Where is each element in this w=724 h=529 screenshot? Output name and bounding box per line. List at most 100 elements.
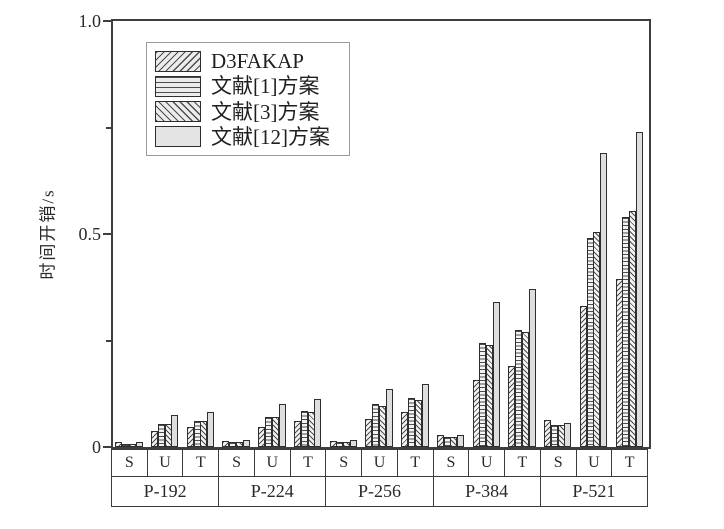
- y-tick-0.5: [103, 233, 112, 235]
- bar-P-521-T-series4: [635, 132, 643, 447]
- bar-P-224-T-series3: [307, 412, 315, 447]
- bar-P-256-U-series4: [385, 389, 393, 447]
- bar-P-256-U-series3: [379, 406, 386, 447]
- bar-P-192-T-series1: [186, 427, 194, 447]
- legend-item: 文献[12]方案: [155, 125, 341, 149]
- legend-item: 文献[1]方案: [155, 74, 341, 98]
- bar-P-521-S-series1: [544, 420, 552, 447]
- bar-P-256-S-series4: [350, 440, 358, 447]
- bar-P-256-T-series2: [407, 398, 415, 447]
- legend-label: D3FAKAP: [211, 49, 304, 73]
- bar-P-384-S-series2: [443, 437, 451, 447]
- bar-P-192-U-series2: [157, 424, 165, 447]
- group-cell-P-384: P-384: [432, 476, 541, 507]
- y-tick-0.75: [106, 127, 112, 129]
- bar-P-256-T-series3: [414, 400, 422, 447]
- subgroup-cell-U: U: [361, 449, 398, 477]
- bar-P-521-S-series3: [557, 425, 565, 447]
- bar-P-521-T-series2: [622, 217, 630, 447]
- legend-item: D3FAKAP: [155, 49, 341, 73]
- subgroup-cell-S: S: [218, 449, 255, 477]
- subgroup-cell-S: S: [325, 449, 363, 477]
- bar-P-224-T-series2: [300, 411, 308, 447]
- bar-P-256-T-series4: [421, 384, 429, 447]
- bar-P-521-T-series1: [615, 279, 623, 447]
- group-cell-P-224: P-224: [218, 476, 327, 507]
- y-tick-0.25: [106, 340, 112, 342]
- subgroup-cell-T: T: [504, 449, 541, 477]
- bar-P-224-S-series2: [229, 442, 237, 447]
- bar-P-384-T-series4: [528, 289, 536, 447]
- bar-P-224-U-series1: [258, 427, 266, 447]
- bar-P-224-S-series3: [236, 442, 244, 447]
- bar-P-521-S-series4: [564, 423, 572, 447]
- bar-P-521-U-series4: [600, 153, 608, 447]
- bar-P-192-T-series4: [207, 412, 215, 447]
- bar-P-256-S-series1: [329, 441, 337, 447]
- bar-P-256-S-series2: [336, 442, 344, 447]
- bar-P-384-T-series1: [508, 366, 516, 447]
- group-cell-P-256: P-256: [325, 476, 434, 507]
- legend-label: 文献[3]方案: [211, 99, 320, 124]
- bar-P-192-S-series3: [128, 444, 136, 447]
- y-tick-label-0: 0: [92, 437, 101, 457]
- bar-P-192-T-series3: [200, 421, 208, 447]
- subgroup-cell-T: T: [611, 449, 648, 477]
- bar-P-521-T-series3: [629, 211, 637, 447]
- bar-P-224-T-series1: [293, 421, 301, 447]
- subgroup-cell-U: U: [575, 449, 613, 477]
- legend-label: 文献[12]方案: [211, 124, 330, 149]
- bar-P-521-U-series2: [586, 238, 594, 447]
- bar-P-521-U-series1: [579, 306, 587, 447]
- bar-P-192-U-series4: [171, 415, 179, 447]
- subgroup-cell-U: U: [468, 449, 506, 477]
- bar-P-384-S-series3: [450, 437, 458, 447]
- bar-P-224-U-series3: [271, 417, 279, 447]
- y-tick-label-0.5: 0.5: [78, 224, 102, 244]
- bar-P-224-S-series4: [242, 440, 250, 447]
- legend-swatch-horizontal-lines-icon: [155, 75, 201, 97]
- y-tick-1.0: [103, 20, 112, 22]
- bar-P-384-U-series3: [486, 345, 494, 447]
- bar-P-224-U-series4: [278, 404, 286, 447]
- legend-swatch-solid-gray-icon: [155, 126, 201, 148]
- y-tick-0: [103, 446, 112, 448]
- legend-swatch-diagonal-up-icon: [155, 50, 201, 72]
- bar-P-384-T-series3: [521, 332, 529, 447]
- bar-P-256-U-series1: [365, 419, 373, 447]
- subgroup-cell-U: U: [253, 449, 291, 477]
- subgroup-cell-S: S: [432, 449, 470, 477]
- bar-P-224-U-series2: [265, 417, 272, 447]
- bar-P-224-S-series1: [222, 441, 230, 447]
- bar-P-384-S-series4: [457, 435, 465, 447]
- bar-P-256-S-series3: [343, 442, 351, 447]
- group-cell-P-521: P-521: [539, 476, 648, 507]
- bar-P-384-S-series1: [436, 435, 444, 447]
- group-cell-P-192: P-192: [111, 476, 220, 507]
- subgroup-cell-S: S: [539, 449, 577, 477]
- bar-P-192-S-series4: [135, 442, 143, 447]
- subgroup-cell-T: T: [182, 449, 220, 477]
- bar-P-384-U-series1: [472, 380, 480, 447]
- legend-label: 文献[1]方案: [211, 74, 320, 99]
- bar-P-521-U-series3: [593, 232, 601, 447]
- bar-P-192-S-series2: [122, 444, 130, 447]
- legend: D3FAKAP 文献[1]方案 文献[3]方案 文献[12]方案: [146, 42, 350, 156]
- bar-P-192-U-series1: [151, 431, 158, 447]
- y-tick-label-1.0: 1.0: [78, 11, 102, 31]
- subgroup-cell-T: T: [396, 449, 434, 477]
- legend-swatch-diagonal-down-icon: [155, 101, 201, 123]
- bar-P-384-U-series4: [493, 302, 500, 447]
- subgroup-cell-T: T: [289, 449, 327, 477]
- bar-P-256-T-series1: [401, 412, 409, 447]
- subgroup-cell-U: U: [146, 449, 184, 477]
- legend-item: 文献[3]方案: [155, 100, 341, 124]
- bar-P-192-T-series2: [193, 421, 201, 447]
- subgroup-cell-S: S: [111, 449, 148, 477]
- bar-P-192-S-series1: [115, 442, 123, 447]
- bar-P-521-S-series2: [550, 425, 558, 447]
- bar-P-384-T-series2: [515, 330, 523, 447]
- bar-P-224-T-series4: [314, 399, 322, 447]
- bar-P-192-U-series3: [164, 424, 172, 447]
